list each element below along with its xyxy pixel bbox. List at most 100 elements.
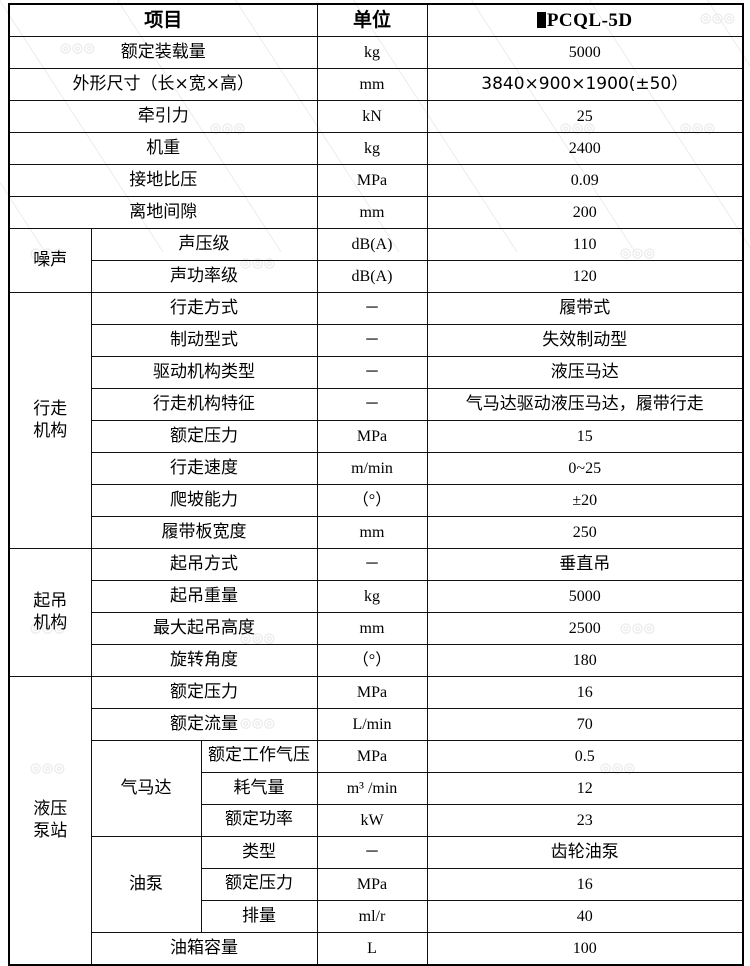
- table-row: 行走速度 m/min 0~25: [9, 452, 744, 485]
- row-value-text: 2400: [568, 140, 601, 158]
- row-value: ±20: [426, 484, 744, 517]
- watermark-diagonal: [472, 0, 637, 1]
- row-value: 齿轮油泵: [426, 836, 744, 869]
- row-unit: L/min: [316, 708, 428, 741]
- row-value: 3840×900×1900(±50）: [426, 68, 744, 101]
- row-item-label-text: 额定压力: [170, 682, 238, 703]
- row-item-label: 机重: [8, 132, 318, 165]
- table-row: 声功率级 dB(A) 120: [9, 260, 744, 293]
- row-unit-text: MPa: [356, 748, 388, 766]
- row-unit: kg: [316, 36, 428, 69]
- row-value-text: 失效制动型: [542, 330, 628, 351]
- row-value-text: 250: [572, 524, 597, 542]
- row-item-label: 最大起吊高度: [90, 612, 318, 645]
- row-unit-text: －: [363, 556, 380, 574]
- row-value: 履带式: [426, 292, 744, 325]
- row-unit-text: kW: [360, 812, 384, 830]
- row-item-label-text: 额定功率: [225, 809, 293, 829]
- row-unit-text: mm: [359, 524, 385, 542]
- row-value-text: 100: [572, 940, 597, 958]
- row-item-label-text: 牵引力: [137, 106, 189, 127]
- row-value-text: 5000: [568, 588, 601, 606]
- row-unit-text: ml/r: [358, 908, 386, 926]
- table-row: 起吊重量 kg 5000: [9, 580, 744, 613]
- row-item-label-text: 起吊方式: [170, 554, 238, 575]
- row-item-label: 履带板宽度: [90, 516, 318, 549]
- table-row: 耗气量 m³ /min 12: [9, 772, 744, 805]
- row-value: 0~25: [426, 452, 744, 485]
- row-value: 垂直吊: [426, 548, 744, 581]
- group-label-line: 机构: [33, 420, 68, 441]
- model-prefix-glyph-icon: [536, 10, 547, 31]
- row-item-label-text: 行走机构特征: [153, 394, 255, 415]
- row-unit-text: dB(A): [351, 236, 393, 254]
- table-row: 最大起吊高度 mm 2500: [9, 612, 744, 645]
- watermark-diagonal: [0, 0, 47, 1]
- subgroup-label-油泵-text: 油泵: [129, 874, 163, 895]
- watermark-diagonal: [0, 0, 165, 1]
- group-label-液压泵站: 液压 泵站: [8, 676, 92, 966]
- row-value: 200: [426, 196, 744, 229]
- row-unit: mm: [316, 516, 428, 549]
- table-row: 制动型式 － 失效制动型: [9, 324, 744, 357]
- row-unit: MPa: [316, 676, 428, 709]
- row-unit-text: MPa: [356, 876, 388, 894]
- row-unit: －: [316, 388, 428, 421]
- row-value-text: 12: [576, 780, 593, 798]
- row-unit: MPa: [316, 420, 428, 453]
- row-item-label: 额定压力: [90, 676, 318, 709]
- row-item-label: 额定功率: [200, 804, 318, 837]
- row-item-label-text: 额定装载量: [120, 42, 206, 63]
- row-unit: （°）: [316, 644, 428, 677]
- table-row: 行走 机构 行走方式 － 履带式: [8, 292, 744, 549]
- row-item-label-text: 排量: [242, 906, 276, 927]
- row-value: 100: [426, 932, 744, 966]
- watermark-diagonal: [118, 0, 283, 1]
- row-item-label-text: 额定压力: [170, 426, 238, 447]
- row-value-text: 2500: [568, 620, 601, 638]
- header-model-text: PCQL-5D: [546, 9, 633, 31]
- row-unit-text: kg: [364, 588, 380, 606]
- row-item-label: 离地间隙: [8, 196, 318, 229]
- row-value-text: 180: [572, 652, 597, 670]
- table-header-row: 项目 单位 PCQL-5D: [8, 3, 744, 37]
- row-value-text: 气马达驱动液压马达，履带行走: [465, 394, 704, 415]
- row-unit-text: mm: [359, 76, 385, 94]
- row-item-label: 额定压力: [200, 868, 318, 901]
- table-row: 额定压力 MPa 15: [9, 420, 744, 453]
- subgroup-label-气马达: 气马达: [90, 740, 202, 837]
- row-item-label: 爬坡能力: [90, 484, 318, 517]
- row-unit: m³ /min: [316, 772, 428, 805]
- row-unit: dB(A): [316, 260, 428, 293]
- row-value: 2500: [426, 612, 744, 645]
- table-row: 外形尺寸（长×宽×高） mm 3840×900×1900(±50）: [8, 68, 744, 101]
- row-item-label: 油箱容量: [90, 932, 318, 966]
- row-unit-text: kN: [362, 108, 382, 126]
- row-item-label: 耗气量: [200, 772, 318, 805]
- row-item-label-text: 爬坡能力: [170, 490, 238, 511]
- table-row: 气马达 额定工作气压 MPa 0.5: [9, 740, 744, 837]
- row-unit-text: kg: [364, 44, 380, 62]
- row-item-label: 额定流量: [90, 708, 318, 741]
- row-item-label-text: 额定工作气压: [208, 745, 310, 765]
- row-value-text: 3840×900×1900(±50）: [481, 74, 689, 95]
- row-unit-text: MPa: [356, 684, 388, 702]
- row-unit: －: [316, 836, 428, 869]
- row-value: 23: [426, 804, 744, 837]
- row-value: 120: [426, 260, 744, 293]
- row-item-label: 行走速度: [90, 452, 318, 485]
- row-item-label: 接地比压: [8, 164, 318, 197]
- row-unit-text: mm: [359, 204, 385, 222]
- row-value-text: 5000: [568, 44, 601, 62]
- row-unit-text: dB(A): [351, 268, 393, 286]
- row-unit: mm: [316, 68, 428, 101]
- table-row: 旋转角度 （°） 180: [9, 644, 744, 677]
- row-value: 液压马达: [426, 356, 744, 389]
- row-unit-text: （°）: [352, 652, 392, 670]
- row-item-label-text: 接地比压: [129, 170, 198, 191]
- row-value: 失效制动型: [426, 324, 744, 357]
- row-value: 5000: [426, 580, 744, 613]
- row-value-text: 0.5: [574, 748, 595, 766]
- row-item-label: 牵引力: [8, 100, 318, 133]
- table-row: 额定流量 L/min 70: [9, 708, 744, 741]
